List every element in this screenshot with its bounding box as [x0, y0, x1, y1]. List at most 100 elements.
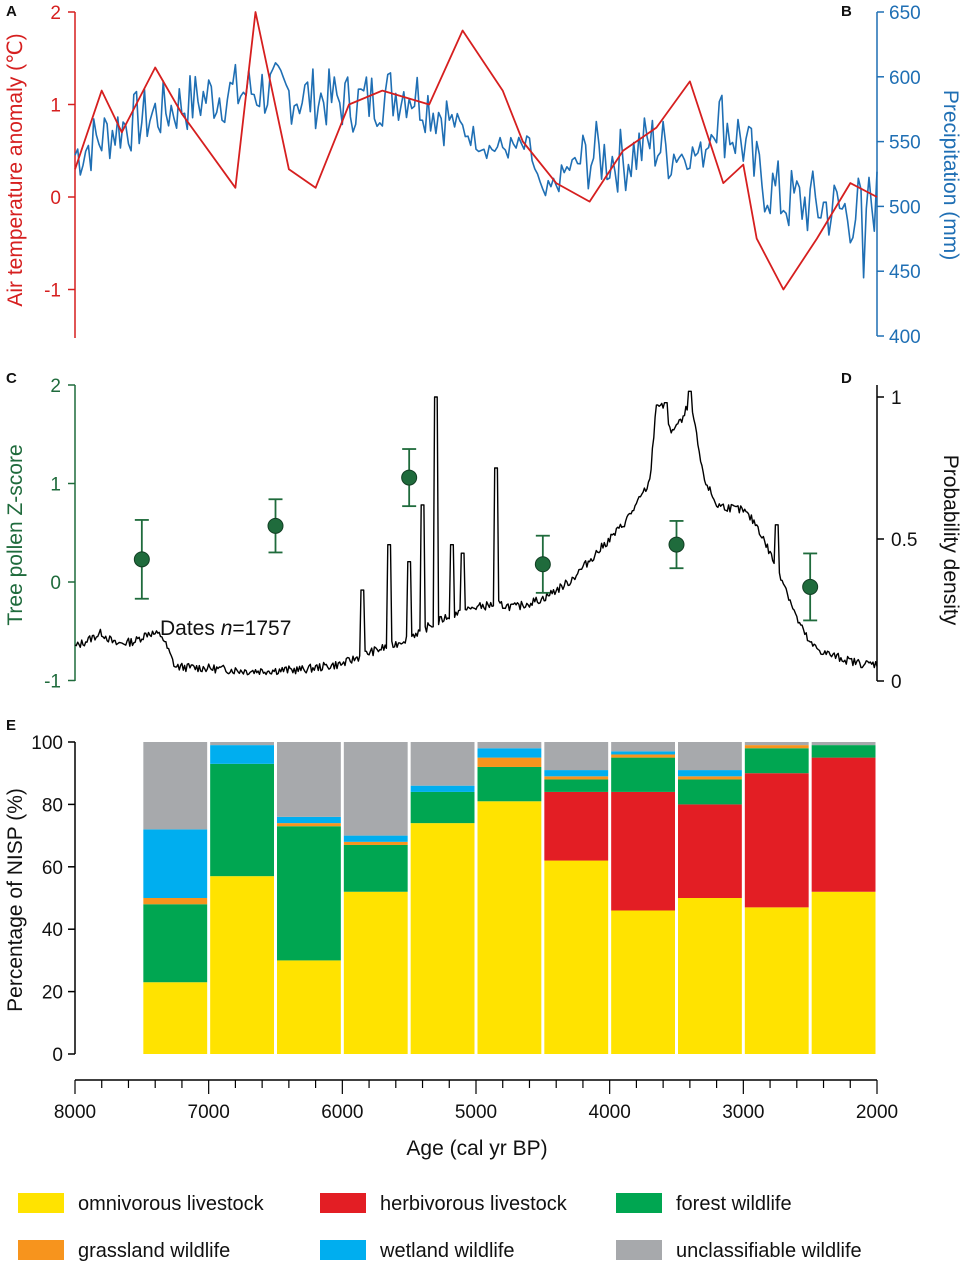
- bar-segment-herbivorous: [744, 773, 809, 908]
- bar-segment-omnivorous: [811, 891, 876, 1054]
- precipitation-tick-label: 550: [889, 133, 921, 154]
- bar-segment-omnivorous: [611, 910, 675, 1054]
- precipitation-tick-label: 400: [889, 327, 921, 348]
- bar-segment-forest: [410, 791, 475, 824]
- precipitation-tick-label: 500: [889, 197, 921, 218]
- panel-letter-a: A: [6, 3, 17, 20]
- bar-segment-grassland: [143, 898, 208, 905]
- bar-segment-wetland: [277, 816, 341, 824]
- bar-segment-herbivorous: [811, 757, 876, 892]
- bar-segment-forest: [343, 844, 408, 892]
- legend-swatch-herbivorous: [320, 1193, 366, 1213]
- nisp-tick-label: 80: [42, 795, 63, 816]
- bar-segment-unclassifiable: [811, 742, 876, 746]
- bar-segment-omnivorous: [410, 823, 475, 1054]
- temperature-tick-label: -1: [44, 281, 61, 302]
- bar-segment-forest: [678, 779, 742, 805]
- pollen-tick-label: -1: [44, 672, 61, 693]
- bar-segment-omnivorous: [678, 898, 742, 1054]
- bar-segment-grassland: [544, 776, 609, 780]
- bar-segment-unclassifiable: [343, 742, 408, 836]
- bar-segment-wetland: [678, 770, 742, 777]
- precipitation-tick-label: 650: [889, 3, 921, 24]
- legend-label-unclassifiable: unclassifiable wildlife: [676, 1240, 862, 1262]
- density-tick-label: 0: [891, 672, 902, 693]
- pollen-tick-label: 0: [50, 573, 61, 594]
- temperature-axis-label: Air temperature anomaly (℃): [4, 33, 27, 306]
- temperature-tick-label: 2: [50, 3, 61, 24]
- bar-segment-unclassifiable: [410, 742, 475, 786]
- bar-segment-unclassifiable: [744, 742, 809, 746]
- density-series: [74, 390, 878, 676]
- bar-segment-wetland: [143, 829, 208, 898]
- bar-segment-unclassifiable: [277, 742, 341, 817]
- bar-segment-forest: [477, 766, 542, 802]
- age-axis-label: Age (cal yr BP): [406, 1137, 547, 1160]
- density-line: [74, 390, 878, 676]
- density-tick-label: 1: [891, 388, 902, 409]
- precipitation-tick-label: 450: [889, 262, 921, 283]
- bar-segment-herbivorous: [544, 791, 609, 861]
- bar-segment-omnivorous: [277, 960, 341, 1054]
- age-tick-label: 4000: [589, 1102, 631, 1123]
- bar-segment-unclassifiable: [477, 742, 542, 749]
- precipitation-tick-label: 600: [889, 68, 921, 89]
- age-tick-label: 7000: [188, 1102, 230, 1123]
- density-axis-label: Probability density: [939, 455, 960, 626]
- bar-segment-omnivorous: [477, 801, 542, 1054]
- legend-swatch-forest: [616, 1193, 662, 1213]
- dates-annotation-prefix: Dates: [160, 617, 221, 640]
- bar-segment-omnivorous: [744, 907, 809, 1054]
- dates-annotation: Dates n=1757: [160, 617, 291, 640]
- bar-segment-wetland: [611, 751, 675, 755]
- age-tick-label: 8000: [54, 1102, 96, 1123]
- bar-segment-wetland: [477, 748, 542, 758]
- bar-segment-forest: [544, 779, 609, 792]
- bar-segment-herbivorous: [678, 804, 742, 898]
- bar-segment-forest: [277, 826, 341, 961]
- bar-segment-wetland: [210, 745, 274, 764]
- bar-segment-unclassifiable: [544, 742, 609, 771]
- pollen-point: [802, 578, 819, 595]
- legend-label-grassland: grassland wildlife: [78, 1240, 230, 1262]
- panel-letter-d: D: [841, 370, 852, 387]
- bar-segment-grassland: [343, 841, 408, 845]
- axes-layer: -1012400450500550600650-101200.510204060…: [31, 3, 920, 1123]
- dates-annotation-value: =1757: [232, 617, 291, 640]
- nisp-tick-label: 0: [52, 1045, 63, 1066]
- pollen-tick-label: 2: [50, 376, 61, 397]
- temperature-line: [74, 11, 878, 291]
- bar-segment-grassland: [477, 757, 542, 767]
- nisp-tick-label: 100: [31, 733, 63, 754]
- bar-segment-forest: [210, 763, 274, 877]
- nisp-tick-label: 60: [42, 858, 63, 879]
- precipitation-series: [74, 61, 878, 279]
- bar-segment-omnivorous: [544, 860, 609, 1054]
- bar-segment-unclassifiable: [210, 742, 274, 746]
- bar-segment-forest: [811, 745, 876, 758]
- panel-letter-c: C: [6, 370, 17, 387]
- pollen-axis-label: Tree pollen Z-score: [4, 444, 27, 625]
- bar-segment-omnivorous: [210, 876, 274, 1054]
- nisp-tick-label: 40: [42, 920, 63, 941]
- bar-segment-omnivorous: [343, 891, 408, 1054]
- bar-segment-forest: [744, 748, 809, 774]
- bar-segment-grassland: [277, 823, 341, 827]
- legend-swatch-grassland: [18, 1240, 64, 1260]
- density-tick-label: 0.5: [891, 530, 917, 551]
- legend-swatch-omnivorous: [18, 1193, 64, 1213]
- bar-segment-unclassifiable: [143, 742, 208, 830]
- bar-segment-grassland: [744, 745, 809, 749]
- pollen-point: [401, 469, 418, 486]
- age-tick-label: 3000: [722, 1102, 764, 1123]
- age-tick-label: 2000: [856, 1102, 898, 1123]
- legend-swatch-unclassifiable: [616, 1240, 662, 1260]
- bar-segment-unclassifiable: [611, 742, 675, 752]
- bar-segment-forest: [143, 904, 208, 983]
- age-tick-label: 6000: [321, 1102, 363, 1123]
- precipitation-line: [74, 61, 878, 279]
- age-tick-label: 5000: [455, 1102, 497, 1123]
- nisp-axis-label: Percentage of NISP (%): [4, 788, 27, 1012]
- pollen-series: [133, 448, 819, 622]
